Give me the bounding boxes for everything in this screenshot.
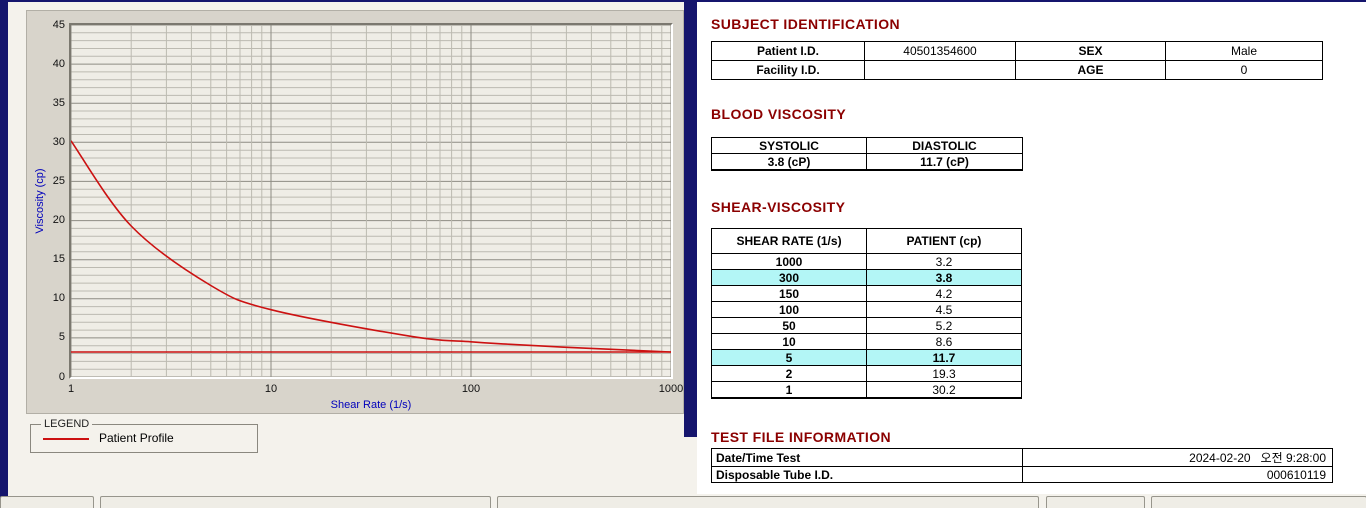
systolic-value: 3.8 (cP) bbox=[711, 153, 867, 171]
shear-rate-cell: 150 bbox=[711, 285, 867, 302]
patient-cp-header: PATIENT (cp) bbox=[866, 228, 1022, 254]
x-tick-label: 1000 bbox=[658, 383, 684, 395]
test-file-information-heading: TEST FILE INFORMATION bbox=[711, 429, 892, 445]
date-time-test-value: 2024-02-20 오전 9:28:00 bbox=[1022, 448, 1333, 467]
shear-header-row: SHEAR RATE (1/s) PATIENT (cp) bbox=[711, 228, 1022, 254]
subject-identification-table: Patient I.D. 40501354600 SEX Male Facili… bbox=[711, 41, 1323, 80]
shear-rate-header: SHEAR RATE (1/s) bbox=[711, 228, 867, 254]
disposable-tube-id-value: 000610119 bbox=[1022, 466, 1333, 483]
y-tick-label: 30 bbox=[52, 135, 65, 148]
patient-viscosity-cell: 3.2 bbox=[866, 253, 1022, 270]
shear-rate-cell: 2 bbox=[711, 365, 867, 382]
legend-line-swatch bbox=[43, 438, 89, 440]
patient-viscosity-cell: 30.2 bbox=[866, 381, 1022, 399]
shear-row: 5 11.7 bbox=[711, 349, 1022, 366]
blood-viscosity-heading: BLOOD VISCOSITY bbox=[711, 106, 847, 122]
facility-id-label: Facility I.D. bbox=[711, 60, 865, 80]
shear-row: 2 19.3 bbox=[711, 365, 1022, 382]
shear-viscosity-heading: SHEAR-VISCOSITY bbox=[711, 199, 846, 215]
legend-box: LEGEND Patient Profile bbox=[30, 418, 258, 453]
patient-viscosity-cell: 3.8 bbox=[866, 269, 1022, 286]
y-tick-label: 5 bbox=[58, 331, 65, 344]
patient-id-value: 40501354600 bbox=[864, 41, 1016, 61]
bottom-bar-button-3[interactable] bbox=[497, 496, 1039, 508]
patient-viscosity-cell: 4.5 bbox=[866, 301, 1022, 318]
bottom-bar-button-2[interactable] bbox=[100, 496, 491, 508]
vertical-divider-bar bbox=[684, 0, 697, 437]
sex-value: Male bbox=[1165, 41, 1323, 61]
systolic-header: SYSTOLIC bbox=[711, 137, 867, 154]
patient-id-label: Patient I.D. bbox=[711, 41, 865, 61]
age-value: 0 bbox=[1165, 60, 1323, 80]
bottom-bar-button-4[interactable] bbox=[1046, 496, 1145, 508]
patient-viscosity-cell: 5.2 bbox=[866, 317, 1022, 334]
patient-viscosity-cell: 19.3 bbox=[866, 365, 1022, 382]
blood-value-row: 3.8 (cP) 11.7 (cP) bbox=[711, 153, 1023, 171]
shear-row: 50 5.2 bbox=[711, 317, 1022, 334]
shear-rate-cell: 1000 bbox=[711, 253, 867, 270]
y-tick-label: 10 bbox=[52, 292, 65, 305]
bottom-bar-button-1[interactable] bbox=[0, 496, 94, 508]
shear-rate-cell: 300 bbox=[711, 269, 867, 286]
legend-title: LEGEND bbox=[41, 418, 93, 430]
subject-row: Facility I.D. AGE 0 bbox=[711, 60, 1323, 80]
y-tick-label: 40 bbox=[52, 57, 65, 70]
y-tick-label: 25 bbox=[52, 174, 65, 187]
shear-rate-cell: 5 bbox=[711, 349, 867, 366]
subject-identification-heading: SUBJECT IDENTIFICATION bbox=[711, 16, 900, 32]
shear-row: 100 4.5 bbox=[711, 301, 1022, 318]
shear-row: 10 8.6 bbox=[711, 333, 1022, 350]
shear-rate-cell: 50 bbox=[711, 317, 867, 334]
shear-rate-cell: 100 bbox=[711, 301, 867, 318]
test-file-row: Date/Time Test 2024-02-20 오전 9:28:00 bbox=[711, 448, 1333, 467]
top-edge-bar bbox=[0, 0, 1366, 2]
shear-row: 1 30.2 bbox=[711, 381, 1022, 399]
blood-viscosity-table: SYSTOLIC DIASTOLIC 3.8 (cP) 11.7 (cP) bbox=[711, 137, 1023, 171]
viscosity-chart-panel: Viscosity (cp) Shear Rate (1/s) 45 40 35 30… bbox=[26, 10, 684, 414]
facility-id-value bbox=[864, 60, 1016, 80]
age-label: AGE bbox=[1015, 60, 1166, 80]
chart-svg bbox=[71, 25, 671, 377]
shear-row: 300 3.8 bbox=[711, 269, 1022, 286]
test-file-information-table: Date/Time Test 2024-02-20 오전 9:28:00 Dis… bbox=[711, 448, 1333, 483]
patient-viscosity-cell: 8.6 bbox=[866, 333, 1022, 350]
diastolic-value: 11.7 (cP) bbox=[866, 153, 1023, 171]
shear-viscosity-table: SHEAR RATE (1/s) PATIENT (cp) 1000 3.2 3… bbox=[711, 228, 1022, 399]
bottom-bar-button-5[interactable] bbox=[1151, 496, 1366, 508]
y-axis-label: Viscosity (cp) bbox=[34, 168, 46, 234]
y-tick-label: 45 bbox=[52, 18, 65, 31]
disposable-tube-id-label: Disposable Tube I.D. bbox=[711, 466, 1023, 483]
x-tick-label: 1 bbox=[67, 383, 75, 395]
diastolic-header: DIASTOLIC bbox=[866, 137, 1023, 154]
y-tick-label: 0 bbox=[58, 370, 65, 383]
shear-row: 150 4.2 bbox=[711, 285, 1022, 302]
y-tick-label: 15 bbox=[52, 253, 65, 266]
blood-header-row: SYSTOLIC DIASTOLIC bbox=[711, 137, 1023, 154]
shear-rate-cell: 1 bbox=[711, 381, 867, 399]
patient-viscosity-cell: 11.7 bbox=[866, 349, 1022, 366]
test-file-row: Disposable Tube I.D. 000610119 bbox=[711, 466, 1333, 483]
subject-row: Patient I.D. 40501354600 SEX Male bbox=[711, 41, 1323, 61]
left-edge-bar bbox=[0, 0, 8, 508]
shear-row: 1000 3.2 bbox=[711, 253, 1022, 270]
patient-viscosity-cell: 4.2 bbox=[866, 285, 1022, 302]
legend-entry-label: Patient Profile bbox=[99, 431, 174, 445]
shear-rate-cell: 10 bbox=[711, 333, 867, 350]
sex-label: SEX bbox=[1015, 41, 1166, 61]
x-axis-label: Shear Rate (1/s) bbox=[330, 399, 412, 411]
plot-area bbox=[69, 23, 673, 379]
y-tick-label: 20 bbox=[52, 214, 65, 227]
x-tick-label: 100 bbox=[461, 383, 481, 395]
x-tick-label: 10 bbox=[264, 383, 278, 395]
date-time-test-label: Date/Time Test bbox=[711, 448, 1023, 467]
y-tick-label: 35 bbox=[52, 96, 65, 109]
